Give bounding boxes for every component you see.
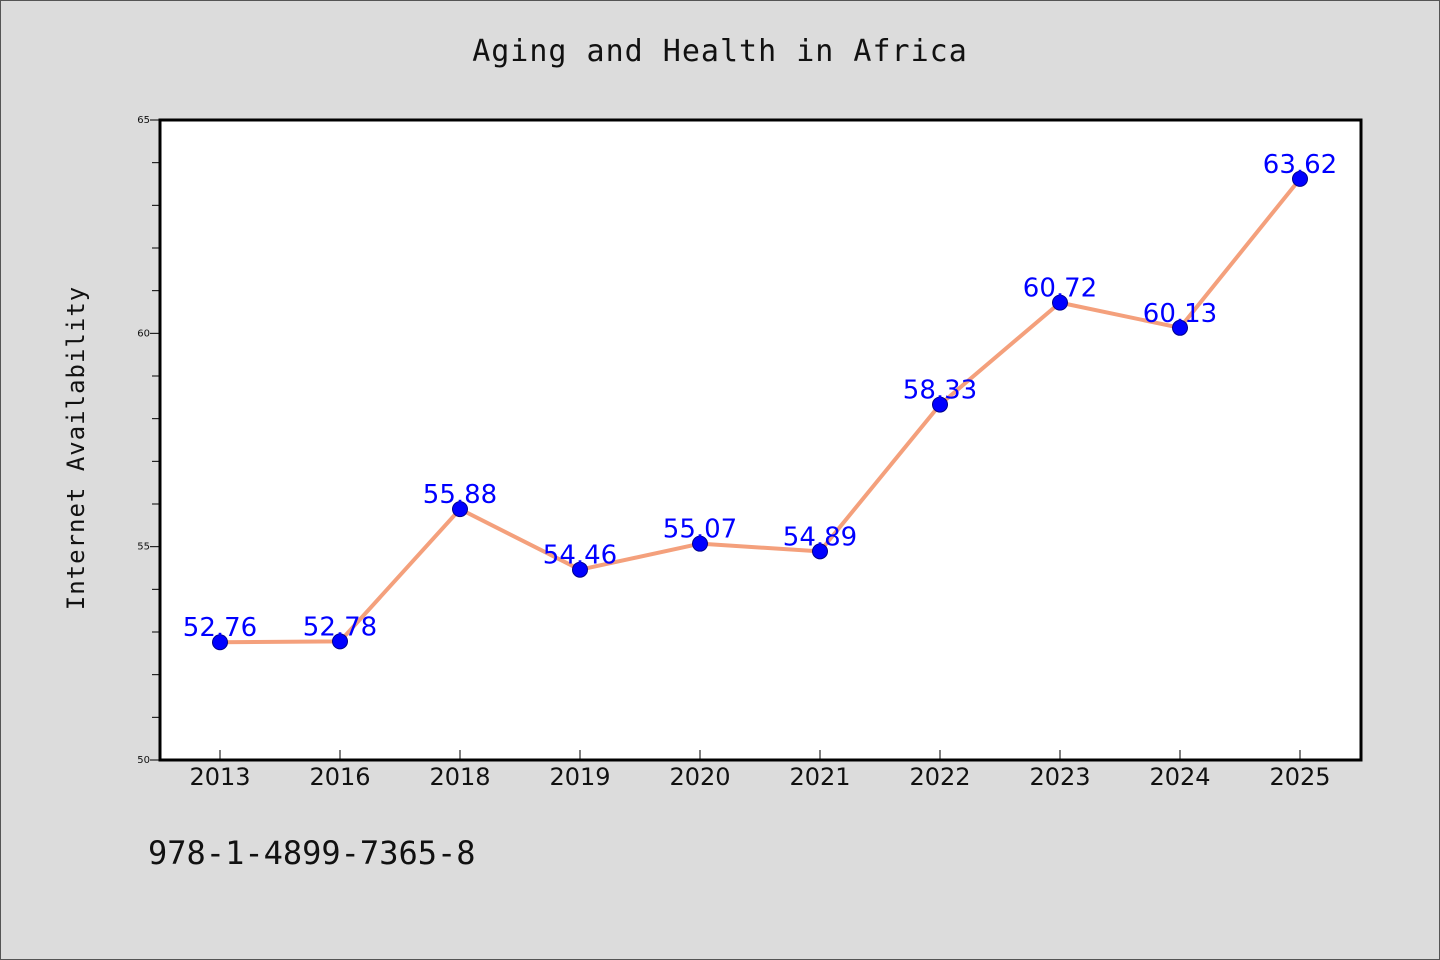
data-point (212, 634, 228, 651)
data-label: 63.62 (1263, 150, 1337, 180)
series-internet-availability (212, 170, 1308, 651)
series-line (219, 177, 1302, 645)
y-tick-label: 65 (137, 115, 150, 126)
x-tick-label: 2025 (1269, 763, 1330, 791)
x-tick-label: 2024 (1149, 763, 1210, 791)
data-point (932, 396, 948, 413)
data-point (1052, 294, 1068, 311)
data-point (452, 501, 468, 518)
x-tick-label: 2018 (429, 763, 490, 791)
footer-isbn: 978-1-4899-7365-8 (148, 834, 476, 872)
x-tick-label: 2020 (669, 763, 730, 791)
x-tick-label: 2016 (309, 763, 370, 791)
data-point (1172, 319, 1188, 336)
data-point (812, 543, 828, 560)
data-label: 54.46 (543, 541, 617, 571)
data-label: 52.76 (183, 613, 257, 643)
x-tick-label: 2021 (789, 763, 850, 791)
data-point (332, 633, 348, 650)
x-tick-label: 2013 (189, 763, 250, 791)
y-tick-label: 50 (137, 755, 150, 766)
x-tick-label: 2019 (549, 763, 610, 791)
data-label: 54.89 (783, 522, 857, 552)
y-axis-ticks: 50 55 60 65 (137, 115, 160, 766)
data-label: 55.88 (423, 480, 497, 510)
y-tick-label: 55 (137, 542, 150, 553)
data-label: 55.07 (663, 515, 737, 545)
data-label: 58.33 (903, 376, 977, 406)
x-tick-label: 2022 (909, 763, 970, 791)
data-label: 52.78 (303, 612, 377, 642)
data-point (572, 561, 588, 578)
x-tick-label: 2023 (1029, 763, 1090, 791)
data-labels: 52.76 52.78 55.88 54.46 55.07 54.89 58.33 60.72… (183, 150, 1337, 643)
y-tick-label: 60 (137, 328, 150, 339)
data-point (1292, 170, 1308, 187)
chart-title: Aging and Health in Africa (472, 34, 968, 69)
plot-area (158, 118, 1363, 762)
data-label: 60.13 (1143, 299, 1217, 329)
data-point (692, 535, 708, 552)
x-axis-ticks: 2013 2016 2018 2019 2020 2021 2022 2023 2024 2025 (189, 750, 1331, 791)
data-label: 60.72 (1023, 274, 1097, 304)
